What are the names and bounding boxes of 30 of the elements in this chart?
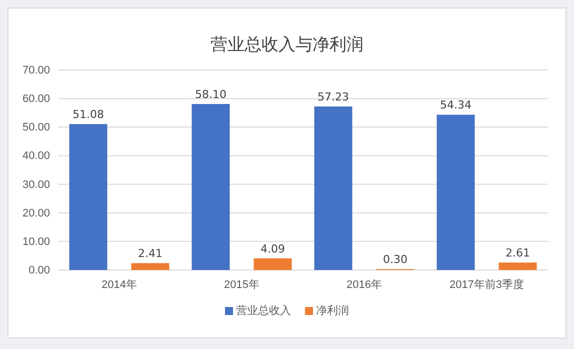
bar: [314, 106, 352, 270]
y-tick-label: 10.00: [22, 236, 50, 248]
y-tick-label: 50.00: [22, 122, 50, 134]
x-tick-label: 2015年: [224, 278, 260, 291]
bar: [69, 124, 108, 270]
x-tick-label: 2017年前3季度: [449, 278, 524, 291]
chart-title: 营业总收入与净利润: [210, 35, 364, 55]
y-tick-label: 0.00: [28, 264, 50, 277]
data-label: 4.09: [260, 242, 285, 256]
data-label: 51.08: [72, 108, 104, 122]
bar: [254, 258, 292, 270]
bar: [498, 262, 537, 270]
y-tick-label: 40.00: [22, 150, 50, 162]
data-label: 58.10: [195, 88, 226, 101]
bar: [131, 263, 170, 270]
y-tick-label: 30.00: [22, 178, 50, 191]
bar: [436, 114, 475, 270]
data-label: 0.30: [383, 253, 408, 266]
legend-label: 营业总收入: [236, 304, 291, 317]
x-tick-label: 2016年: [346, 278, 382, 291]
y-tick-label: 60.00: [22, 93, 50, 106]
y-tick-label: 20.00: [22, 207, 50, 220]
x-tick-label: 2014年: [102, 278, 137, 291]
data-label: 54.34: [440, 98, 472, 112]
bar: [192, 104, 230, 270]
y-tick-label: 70.00: [22, 64, 50, 77]
legend-label: 净利润: [316, 304, 349, 317]
data-label: 2.61: [506, 246, 530, 260]
data-label: 57.23: [318, 90, 349, 104]
data-label: 2.41: [138, 247, 162, 260]
